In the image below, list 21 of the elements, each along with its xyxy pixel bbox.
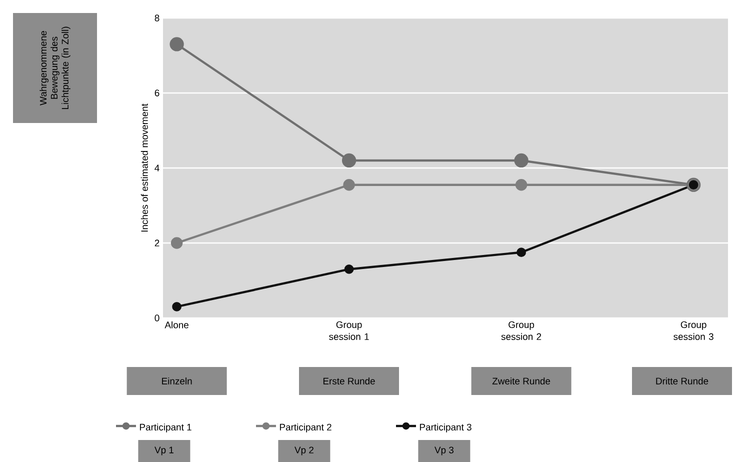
legend-label: Participant 1 [140,424,192,432]
text: Vp 2 [294,446,314,456]
text: Vp 3 [434,446,454,456]
text: Wahrgenommene Bewegung des Lichtpunkte (in Zoll) [40,26,70,110]
y-tick-label: 0 [154,314,160,322]
y-tick-label: 6 [154,90,160,96]
text: Vp 1 [154,446,174,456]
text: Zweite Runde [492,378,550,384]
y-axis-title: Inches of estimated movement [140,104,148,232]
x-tick-label: Alone [164,321,188,328]
legend-label: Participant 2 [280,424,332,432]
x-tick-label: Group session 3 [674,321,714,340]
y-tick-label: 4 [154,164,160,172]
text: Erste Runde [323,378,375,384]
text: Dritte Runde [656,378,708,384]
x-tick-label: Group session 2 [501,321,542,340]
y-tick-label: 2 [154,240,160,246]
x-tick-label: Group session 1 [329,321,369,340]
y-tick-label: 8 [154,14,160,22]
text: Einzeln [162,378,192,384]
legend-label: Participant 3 [420,424,472,432]
